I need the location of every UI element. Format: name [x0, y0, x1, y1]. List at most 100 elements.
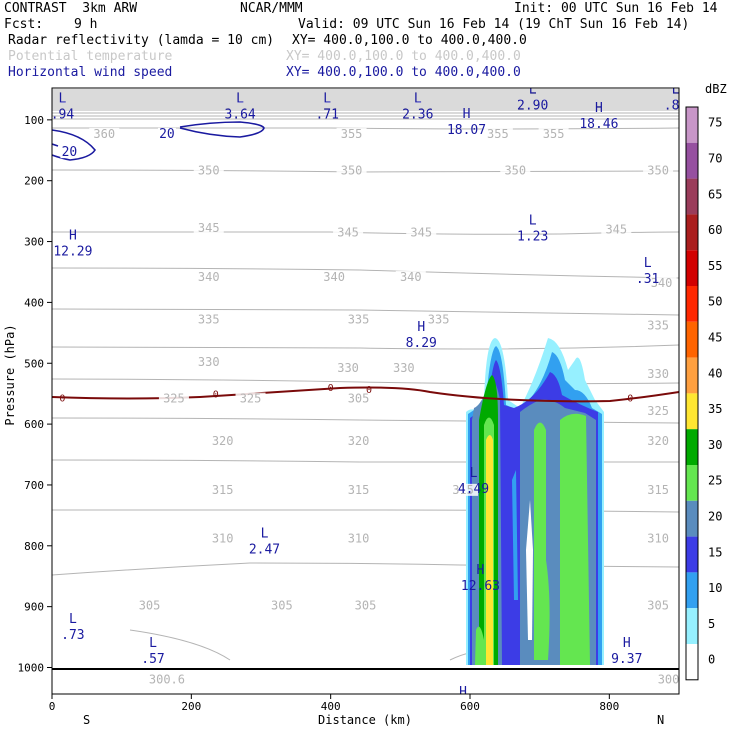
theta-label: 335 — [647, 319, 669, 333]
theta-label: 300 — [658, 673, 680, 687]
theta-label: 305 — [348, 392, 370, 406]
wind-extremum-value: 2.90 — [517, 99, 548, 114]
init-time: Init: 00 UTC Sun 16 Feb 14 — [514, 1, 718, 16]
wind-extremum-value: .71 — [315, 108, 338, 123]
wind-extremum-kind: H — [463, 107, 471, 122]
theta-label: 355 — [341, 127, 363, 141]
theta-label-bg — [193, 222, 224, 235]
colorbar-label: 15 — [708, 545, 722, 559]
freezing-level-labels: 0 0 0 0 0 — [59, 383, 633, 404]
theta-label: 355 — [487, 127, 509, 141]
freezing-level-label: 0 — [328, 383, 334, 394]
theta-label-bg — [336, 127, 367, 140]
colorbar-swatch — [686, 142, 698, 179]
theta-label-bg — [89, 127, 120, 140]
theta-label: 325 — [647, 404, 669, 418]
theta-label: 335 — [348, 312, 370, 326]
wind-extremum-kind: L — [236, 92, 244, 107]
colorbar-label: 40 — [708, 366, 722, 380]
theta-label: 315 — [212, 483, 234, 497]
colorbar-label: 30 — [708, 438, 722, 452]
y-tick-label: 300 — [24, 236, 44, 249]
south-label: S — [83, 713, 90, 727]
theta-label-bg — [643, 319, 674, 332]
wind-extremum-value: 2.47 — [249, 543, 280, 558]
theta-label-bg — [643, 435, 674, 448]
colorbar-swatch — [686, 286, 698, 322]
theta-label-bg — [406, 226, 437, 239]
theta-label: 330 — [337, 361, 359, 375]
theta-label: 360 — [93, 127, 115, 141]
theta-labels: 360 355 355 355 350 350 350 350 345 345 345 345 340 3… — [89, 127, 680, 687]
wind-extremum-value: 12.29 — [53, 245, 92, 260]
colorbar-frame — [685, 106, 699, 681]
theta-label: 350 — [198, 163, 220, 177]
theta-label: 310 — [647, 532, 669, 546]
field-wind: Horizontal wind speed — [8, 65, 173, 80]
theta-label: 315 — [348, 483, 370, 497]
colorbar-label: 0 — [708, 653, 715, 667]
theta-label-bg — [643, 404, 674, 417]
theta-label: 320 — [348, 434, 370, 448]
org-label: NCAR/MMM — [240, 1, 303, 16]
colorbar-swatch — [686, 321, 698, 358]
theta-label: 305 — [271, 598, 293, 612]
theta-label-bg — [395, 270, 426, 283]
theta-label-bg — [482, 127, 513, 140]
y-tick-label: 800 — [24, 540, 44, 553]
theta-label-bg — [333, 226, 364, 239]
wind-extremum-value: .31 — [636, 272, 659, 287]
freezing-level-label: 0 — [366, 385, 372, 396]
colorbar-label: 50 — [708, 295, 722, 309]
theta-label: 320 — [212, 434, 234, 448]
y-tick-label: 500 — [24, 357, 44, 370]
theta-label: 340 — [323, 270, 345, 284]
x-axis: 0 200 400 600 800 — [49, 694, 619, 713]
model-title: CONTRAST 3km ARW — [4, 1, 138, 16]
theta-label-bg — [448, 483, 479, 496]
theta-label-bg — [266, 599, 297, 612]
wind-extremum-kind: H — [459, 685, 467, 700]
theta-label-bg — [336, 164, 367, 177]
theta-label: 305 — [647, 598, 669, 612]
colorbar-swatch — [686, 107, 698, 143]
theta-label: 345 — [337, 225, 359, 239]
wind-extremum-kind: L — [69, 612, 77, 627]
y-tick-label: 400 — [24, 296, 44, 309]
theta-label: 325 — [163, 392, 185, 406]
x-tick-label: 600 — [460, 700, 480, 713]
colorbar-label: 60 — [708, 223, 722, 237]
wind-extremum-kind: H — [125, 706, 133, 721]
theta-label-bg — [235, 392, 266, 405]
theta-label: 355 — [543, 127, 565, 141]
field-wind-xy: XY= 400.0,100.0 to 400.0,400.0 — [286, 65, 521, 80]
colorbar-label: 5 — [708, 617, 715, 631]
plot-frame — [51, 87, 680, 695]
theta-label: 335 — [198, 312, 220, 326]
north-label: N — [657, 713, 664, 727]
y-tick-label: 100 — [24, 114, 44, 127]
colorbar-swatch — [686, 465, 698, 501]
wind-extremum-value: 3.64 — [224, 108, 255, 123]
wind-extremum-value: 12.63 — [461, 579, 500, 594]
y-tick-label: 600 — [24, 418, 44, 431]
theta-label-bg — [333, 362, 364, 375]
y-tick-label: 1000 — [18, 662, 45, 675]
y-tick-label: 900 — [24, 601, 44, 614]
wind-extremum-value: 8.29 — [406, 336, 437, 351]
theta-label: 345 — [410, 225, 432, 239]
theta-label-bg — [643, 483, 674, 496]
theta-label: 350 — [504, 163, 526, 177]
theta-label-bg — [343, 532, 374, 545]
theta-label: 330 — [198, 355, 220, 369]
y-tick-label: 700 — [24, 479, 44, 492]
colorbar-swatch — [686, 608, 698, 644]
theta-label-bg — [423, 313, 454, 326]
colorbar-label: 70 — [708, 151, 722, 165]
colorbar-swatch — [686, 214, 698, 251]
wind-extremum-value: .83 — [664, 99, 687, 114]
theta-label-bg — [319, 270, 350, 283]
colorbar-label: 35 — [708, 402, 722, 416]
